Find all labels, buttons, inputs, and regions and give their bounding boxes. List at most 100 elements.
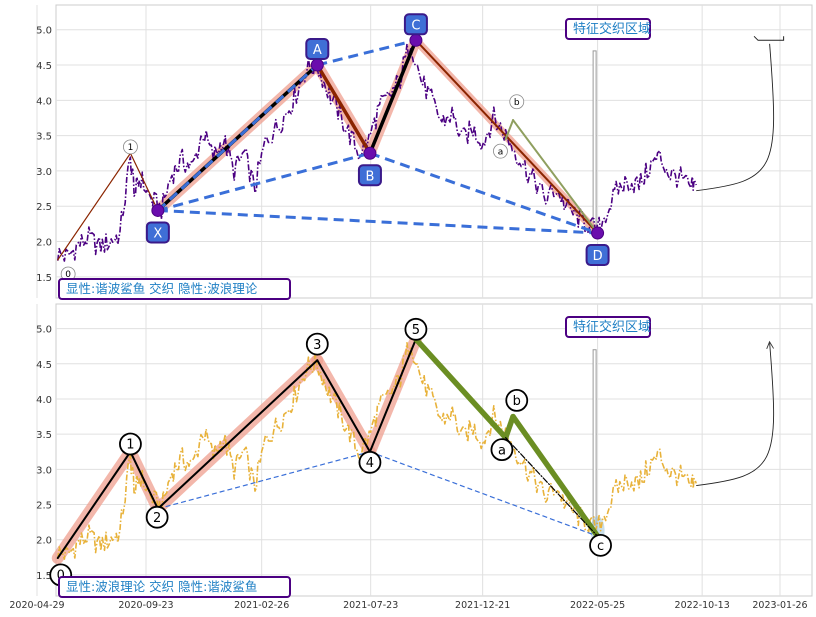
pattern-label-C: C bbox=[411, 18, 420, 33]
bottom-label-1: 显性:谐波鲨鱼 交织 隐性:波浪理论 bbox=[66, 281, 258, 296]
wave-label-3-circle bbox=[305, 332, 329, 356]
wave-link bbox=[369, 451, 598, 537]
x-tick-label: 2023-01-26 bbox=[752, 600, 807, 611]
wave-label-5-circle bbox=[404, 317, 428, 341]
y-tick-label: 2.5 bbox=[36, 501, 52, 512]
pattern-label-box-C bbox=[403, 13, 428, 36]
x-tick-label: 2020-09-23 bbox=[118, 600, 173, 611]
pattern-label-A: A bbox=[313, 43, 322, 58]
wave-label-4-circle bbox=[358, 450, 382, 474]
wave-leg bbox=[413, 336, 509, 441]
wave-leg bbox=[368, 338, 417, 453]
wave-mark-b: b bbox=[514, 98, 520, 108]
pattern-link-XB bbox=[157, 151, 371, 212]
harmonic-leg bbox=[368, 38, 418, 156]
price-series-line bbox=[57, 43, 697, 262]
projection-curve bbox=[696, 43, 775, 192]
pattern-label-X: X bbox=[153, 226, 162, 241]
price-series-line-2 bbox=[57, 342, 697, 560]
y-tick-label: 5.0 bbox=[36, 325, 52, 336]
wave-mark-a-circle bbox=[493, 143, 508, 159]
wave-label-2: 2 bbox=[153, 511, 161, 526]
pattern-link-AC bbox=[316, 38, 417, 67]
y-tick-label: 4.0 bbox=[36, 96, 52, 107]
wave-mark-a: a bbox=[498, 147, 504, 157]
x-tick-label: 2021-02-26 bbox=[234, 600, 289, 611]
pattern-link-XD bbox=[157, 208, 598, 235]
pattern-label-box-B bbox=[357, 164, 382, 187]
pattern-label-box-A bbox=[305, 38, 330, 61]
wave-leg bbox=[156, 359, 319, 510]
wave-mark-b-circle bbox=[509, 94, 525, 110]
gridlines-2 bbox=[36, 304, 812, 596]
pattern-point-A bbox=[310, 58, 324, 72]
region-label-1-box bbox=[565, 18, 651, 40]
x-tick-label: 2022-05-25 bbox=[570, 600, 625, 611]
pattern-label-box-X bbox=[145, 221, 170, 244]
wave-label-b: b bbox=[513, 394, 521, 409]
bottom-label-1-box bbox=[58, 278, 291, 300]
pattern-label-B: B bbox=[365, 169, 374, 184]
harmonic-leg bbox=[504, 119, 515, 141]
y-tick-label: 3.0 bbox=[36, 465, 52, 476]
pattern-label-box-D bbox=[585, 244, 610, 267]
y-tick-label: 5.0 bbox=[36, 26, 52, 37]
wave-label-3: 3 bbox=[313, 338, 321, 353]
y-tick-label: 3.5 bbox=[36, 430, 52, 441]
panel-wave: 1.5 2.0 2.5 3.0 3.5 4.0 4.5 5.0 0 1 2 3 4 5 a b c 特征交织区域显… bbox=[9, 303, 813, 611]
plot-area-2 bbox=[55, 303, 813, 597]
highlight-bar-2 bbox=[592, 349, 597, 534]
wave-label-b-circle bbox=[505, 388, 529, 412]
wave-label-a-circle bbox=[490, 438, 514, 462]
y-tick-label: 4.0 bbox=[36, 395, 52, 406]
wave-leg bbox=[510, 413, 601, 539]
wave-leg bbox=[316, 359, 371, 453]
region-label-2: 特征交织区域 bbox=[573, 319, 651, 335]
y-tick-label: 4.5 bbox=[36, 61, 52, 72]
harmonic-leg bbox=[57, 152, 132, 261]
wave-label-a: a bbox=[498, 443, 506, 458]
x-tick-label: 2021-07-23 bbox=[343, 600, 398, 611]
wave-mark-0: 0 bbox=[65, 270, 71, 280]
y-tick-label: 3.5 bbox=[36, 132, 52, 143]
region-label-2-box bbox=[565, 316, 651, 338]
y-tick-label: 1.5 bbox=[36, 273, 52, 284]
wave-label-5: 5 bbox=[412, 323, 420, 338]
wave-mark-1: 1 bbox=[128, 143, 134, 153]
x-tick-label: 2021-12-21 bbox=[455, 600, 510, 611]
x-tick-label: 2022-10-13 bbox=[675, 600, 730, 611]
pattern-link-XA bbox=[156, 63, 319, 212]
wave-label-4: 4 bbox=[366, 456, 374, 471]
wave-label-2-circle bbox=[145, 505, 169, 529]
wave-leg bbox=[56, 450, 132, 560]
highlight-bar bbox=[592, 50, 597, 235]
x-tick-label: 2020-04-29 bbox=[9, 600, 64, 611]
y-tick-label: 1.5 bbox=[36, 571, 52, 582]
pattern-point-B bbox=[363, 146, 377, 160]
harmonic-leg bbox=[315, 63, 372, 156]
pattern-point-D bbox=[591, 226, 605, 240]
projection-bar bbox=[753, 35, 785, 41]
projection-arrow bbox=[696, 343, 773, 486]
wave-leg bbox=[505, 437, 599, 537]
pattern-point-X bbox=[151, 203, 165, 217]
wave-link bbox=[157, 451, 371, 510]
wave-leg bbox=[502, 413, 516, 441]
harmonic-leg bbox=[512, 119, 599, 235]
bottom-label-2: 显性:波浪理论 交织 隐性:谐波鲨鱼 bbox=[66, 579, 257, 594]
wave-mark-1-circle bbox=[123, 139, 138, 155]
y-tick-label: 2.5 bbox=[36, 202, 52, 213]
bottom-label-2-box bbox=[58, 576, 291, 598]
panel-harmonic: 1.5 2.0 2.5 3.0 3.5 4.0 4.5 5.0 X A B C D 0 1 a b 特征交织区域显… bbox=[36, 4, 813, 300]
wave-label-c: c bbox=[597, 539, 604, 554]
y-tick-label: 2.0 bbox=[36, 536, 52, 547]
wave-label-c-circle bbox=[589, 533, 612, 557]
pattern-link-BD bbox=[369, 151, 599, 235]
y-tick-label: 3.0 bbox=[36, 167, 52, 178]
wave-leg bbox=[129, 450, 159, 510]
plot-area-1 bbox=[55, 4, 813, 299]
wave-label-0: 0 bbox=[57, 569, 65, 584]
harmonic-leg bbox=[129, 152, 159, 212]
wave-label-1-circle bbox=[119, 432, 142, 456]
pattern-point-C bbox=[409, 33, 423, 47]
